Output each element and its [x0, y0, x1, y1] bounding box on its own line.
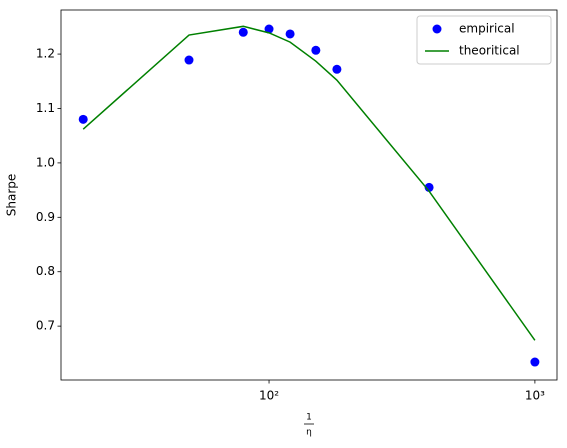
plot-frame: [60, 9, 558, 381]
point: [530, 357, 540, 367]
y-axis-label: Sharpe: [5, 174, 19, 217]
y-tick-label: 0.8: [36, 264, 55, 278]
line: [82, 25, 536, 341]
point: [184, 55, 194, 65]
x-tick-label: 10³: [525, 389, 545, 403]
point: [264, 24, 274, 34]
point: [285, 29, 295, 39]
point: [332, 64, 342, 74]
y-tick-label: 0.7: [36, 319, 55, 333]
point: [311, 45, 321, 55]
y-tick-label: 0.9: [36, 210, 55, 224]
y-tick-label: 1.1: [36, 101, 55, 115]
legend-marker: [432, 24, 442, 34]
x-axis-label-denominator: η: [306, 428, 312, 438]
legend-box: [416, 15, 552, 65]
point: [78, 114, 88, 124]
y-tick-label: 1.2: [36, 47, 55, 61]
x-axis-label-numerator: 1: [306, 413, 312, 423]
x-tick-label: 10²: [259, 389, 279, 403]
legend-label: empirical: [459, 22, 515, 36]
point: [238, 27, 248, 37]
legend-label: theoritical: [459, 44, 520, 58]
y-tick-label: 1.0: [36, 155, 55, 169]
